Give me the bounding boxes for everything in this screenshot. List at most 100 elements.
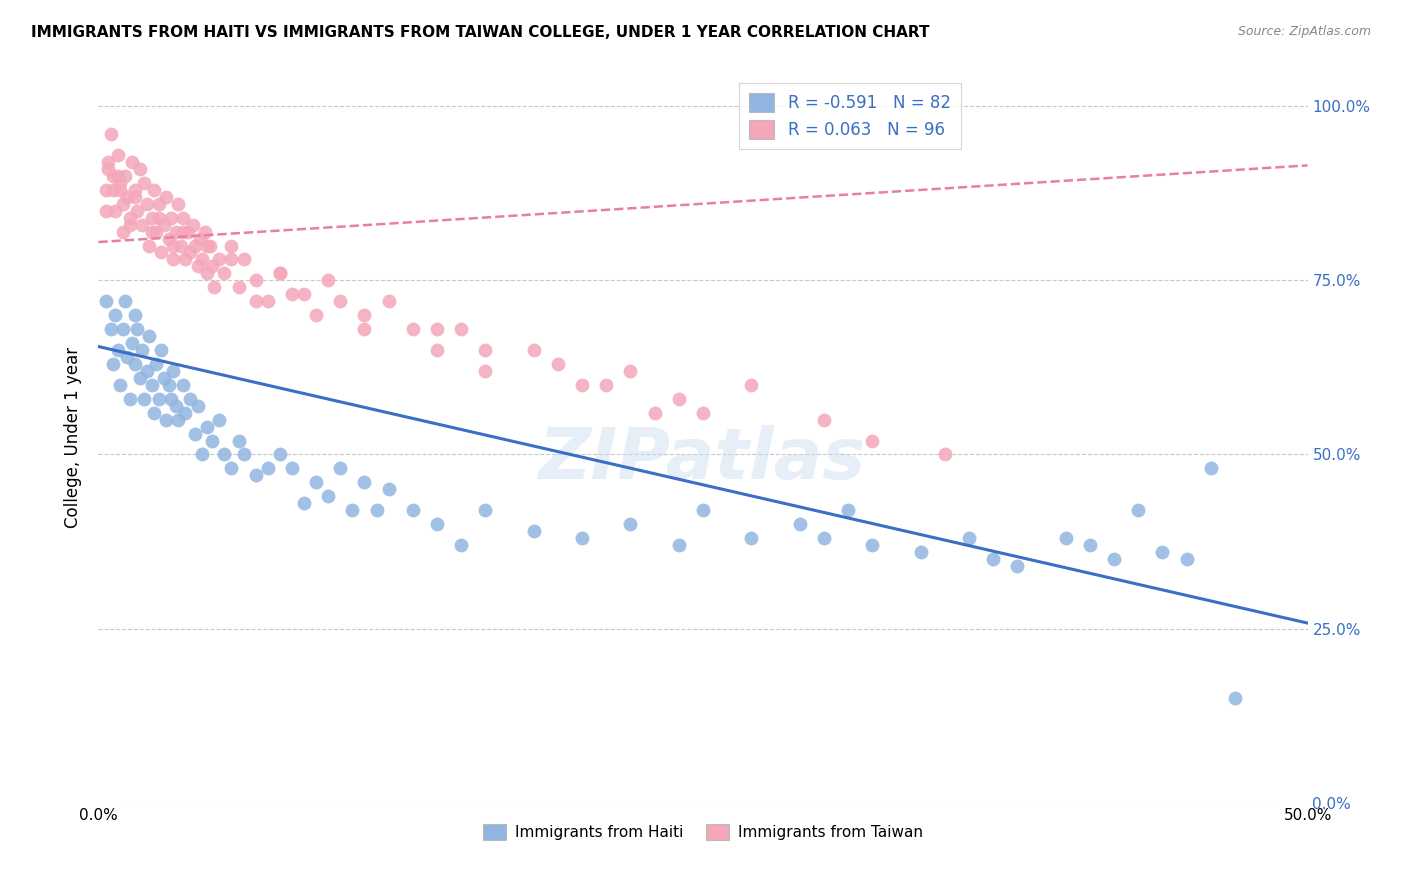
Point (256, 461, 278, 475)
Point (97, 155, 120, 169)
Point (141, 377, 163, 392)
Point (152, 218, 174, 232)
Point (111, 225, 134, 239)
Point (194, 225, 217, 239)
Point (957, 531, 980, 545)
Point (619, 517, 641, 532)
Point (1007, 558, 1029, 573)
Point (377, 294, 399, 309)
Point (232, 448, 254, 462)
Point (181, 218, 204, 232)
Point (595, 377, 617, 392)
Point (165, 225, 187, 239)
Point (353, 322, 375, 336)
Point (127, 322, 149, 336)
Point (426, 517, 449, 532)
Point (201, 260, 224, 274)
Point (160, 211, 183, 225)
Point (1054, 531, 1077, 545)
Point (245, 294, 267, 309)
Point (813, 531, 835, 545)
Point (1152, 545, 1174, 559)
Point (377, 483, 399, 497)
Point (256, 294, 278, 309)
Point (184, 426, 207, 441)
Point (450, 322, 472, 336)
Point (150, 343, 173, 357)
Point (157, 377, 180, 392)
Point (162, 238, 184, 252)
Point (281, 287, 304, 301)
Point (316, 273, 339, 287)
Point (108, 183, 131, 197)
Point (174, 406, 197, 420)
Point (118, 218, 141, 232)
Point (172, 211, 194, 225)
Point (114, 169, 136, 183)
Point (141, 211, 163, 225)
Point (450, 538, 472, 552)
Point (329, 461, 352, 475)
Text: ZIPatlas: ZIPatlas (540, 425, 866, 493)
Point (1102, 552, 1125, 566)
Point (1078, 538, 1101, 552)
Point (107, 148, 129, 162)
Point (1128, 503, 1150, 517)
Point (228, 434, 250, 448)
Point (179, 392, 201, 406)
Point (740, 377, 762, 392)
Point (221, 461, 243, 475)
Point (1175, 552, 1198, 566)
Point (177, 225, 200, 239)
Point (692, 406, 714, 420)
Point (910, 545, 932, 559)
Point (329, 294, 352, 309)
Point (813, 412, 835, 426)
Point (155, 412, 177, 426)
Point (169, 238, 191, 252)
Point (860, 538, 883, 552)
Point (212, 448, 235, 462)
Point (934, 448, 956, 462)
Point (124, 308, 146, 322)
Point (269, 448, 291, 462)
Point (474, 503, 496, 517)
Point (269, 266, 291, 280)
Point (128, 371, 150, 385)
Point (117, 350, 139, 364)
Point (134, 176, 156, 190)
Point (131, 343, 153, 357)
Point (162, 252, 184, 267)
Point (305, 475, 328, 490)
Point (162, 364, 184, 378)
Point (179, 245, 201, 260)
Point (195, 419, 218, 434)
Point (167, 196, 190, 211)
Point (135, 196, 157, 211)
Point (97, 161, 120, 176)
Point (692, 503, 714, 517)
Point (131, 218, 153, 232)
Point (101, 357, 124, 371)
Point (94, 294, 117, 309)
Point (188, 231, 211, 245)
Text: IMMIGRANTS FROM HAITI VS IMMIGRANTS FROM TAIWAN COLLEGE, UNDER 1 YEAR CORRELATIO: IMMIGRANTS FROM HAITI VS IMMIGRANTS FROM… (31, 25, 929, 40)
Point (353, 475, 375, 490)
Point (127, 203, 149, 218)
Point (292, 287, 315, 301)
Point (474, 343, 496, 357)
Point (100, 127, 122, 141)
Point (108, 377, 131, 392)
Point (191, 252, 214, 267)
Point (94, 183, 117, 197)
Point (165, 399, 187, 413)
Point (232, 252, 254, 267)
Point (402, 503, 425, 517)
Point (141, 225, 163, 239)
Point (145, 357, 167, 371)
Point (201, 434, 224, 448)
Text: Source: ZipAtlas.com: Source: ZipAtlas.com (1237, 25, 1371, 38)
Point (155, 190, 177, 204)
Point (107, 169, 129, 183)
Point (187, 260, 209, 274)
